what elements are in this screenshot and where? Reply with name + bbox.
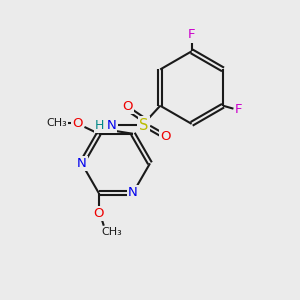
- Text: N: N: [106, 118, 116, 131]
- Text: N: N: [77, 157, 86, 170]
- Text: O: O: [73, 117, 83, 130]
- Text: O: O: [160, 130, 170, 143]
- Text: F: F: [188, 28, 195, 41]
- Text: O: O: [94, 207, 104, 220]
- Text: F: F: [235, 103, 242, 116]
- Text: CH₃: CH₃: [47, 118, 68, 128]
- Text: H: H: [95, 118, 105, 131]
- Text: O: O: [122, 100, 133, 113]
- Text: CH₃: CH₃: [102, 227, 122, 237]
- Text: S: S: [139, 118, 148, 133]
- Text: N: N: [128, 187, 138, 200]
